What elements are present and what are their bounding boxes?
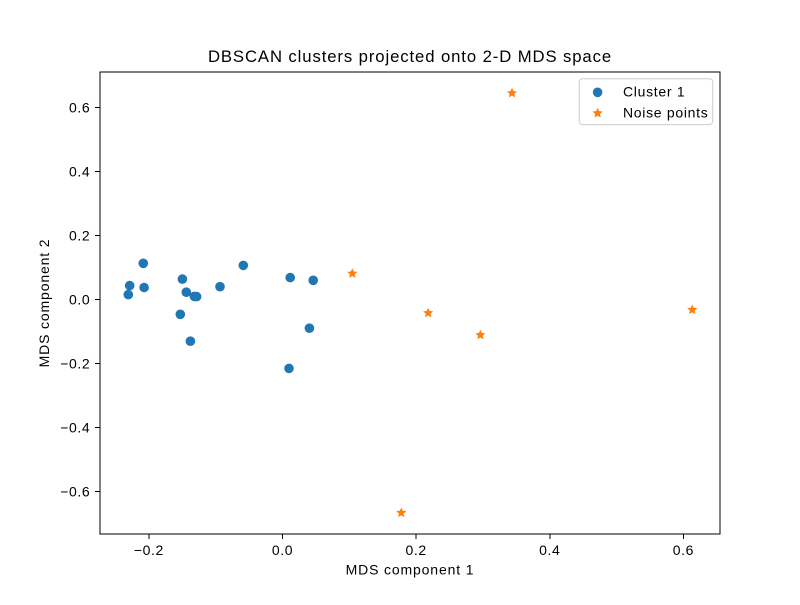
svg-text:Cluster 1: Cluster 1 bbox=[623, 84, 685, 100]
svg-text:−0.6: −0.6 bbox=[60, 484, 90, 500]
svg-text:0.6: 0.6 bbox=[69, 100, 90, 116]
svg-text:0.2: 0.2 bbox=[405, 542, 426, 558]
svg-text:0.4: 0.4 bbox=[69, 164, 90, 180]
svg-text:0.0: 0.0 bbox=[272, 542, 293, 558]
svg-text:−0.2: −0.2 bbox=[60, 356, 90, 372]
svg-text:DBSCAN clusters projected onto: DBSCAN clusters projected onto 2-D MDS s… bbox=[208, 47, 612, 66]
svg-text:0.6: 0.6 bbox=[673, 542, 694, 558]
svg-text:Noise points: Noise points bbox=[623, 105, 708, 121]
svg-text:−0.4: −0.4 bbox=[60, 420, 90, 436]
svg-text:MDS component 1: MDS component 1 bbox=[346, 562, 475, 578]
svg-text:−0.2: −0.2 bbox=[134, 542, 164, 558]
svg-text:0.2: 0.2 bbox=[69, 228, 90, 244]
svg-text:MDS component 2: MDS component 2 bbox=[36, 239, 52, 368]
svg-text:0.0: 0.0 bbox=[69, 292, 90, 308]
svg-text:0.4: 0.4 bbox=[539, 542, 560, 558]
